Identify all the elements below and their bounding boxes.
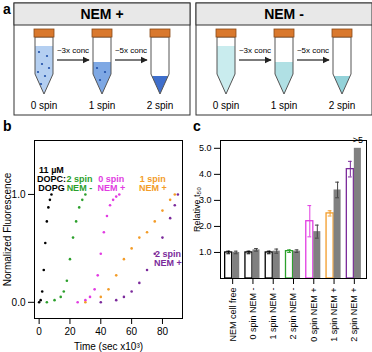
svg-text:60: 60 bbox=[126, 326, 138, 337]
svg-text:2.0: 2.0 bbox=[199, 221, 212, 232]
svg-text:0 spinNEM +: 0 spinNEM + bbox=[97, 174, 125, 193]
svg-text:1 spin NEM -: 1 spin NEM - bbox=[268, 287, 278, 339]
svg-text:~3x conc: ~3x conc bbox=[57, 46, 89, 55]
html-text:c: c bbox=[193, 118, 201, 134]
svg-text:Relative t₅₀: Relative t₅₀ bbox=[192, 187, 202, 232]
svg-text:0: 0 bbox=[36, 326, 42, 337]
svg-text:NEM -: NEM - bbox=[264, 6, 304, 22]
svg-text:0 spin NEM -: 0 spin NEM - bbox=[248, 287, 258, 339]
svg-text:a: a bbox=[3, 1, 11, 17]
svg-text:0 spin: 0 spin bbox=[213, 100, 240, 111]
svg-text:2 spin: 2 spin bbox=[147, 100, 174, 111]
svg-text:40: 40 bbox=[95, 326, 107, 337]
svg-text:1 spin: 1 spin bbox=[271, 100, 298, 111]
html-text:b: b bbox=[3, 118, 12, 134]
svg-text:1.0: 1.0 bbox=[199, 247, 212, 257]
svg-text:Time (sec x10³): Time (sec x10³) bbox=[74, 341, 143, 352]
svg-text:20: 20 bbox=[64, 326, 76, 337]
svg-text:80: 80 bbox=[157, 326, 169, 337]
svg-text:NEM +: NEM + bbox=[80, 6, 123, 22]
svg-text:1 spin NEM +: 1 spin NEM + bbox=[329, 288, 339, 342]
svg-text:3.0: 3.0 bbox=[199, 195, 212, 206]
svg-text:2 spinNEM +: 2 spinNEM + bbox=[154, 249, 182, 268]
svg-text:~5x conc: ~5x conc bbox=[297, 46, 329, 55]
svg-text:~3x conc: ~3x conc bbox=[239, 46, 271, 55]
svg-text:1 spin: 1 spin bbox=[89, 100, 116, 111]
svg-text:~5x conc: ~5x conc bbox=[115, 46, 147, 55]
svg-text:1 spinNEM +: 1 spinNEM + bbox=[139, 174, 167, 193]
svg-text:11 µMDOPC:DOPG: 11 µMDOPC:DOPG bbox=[37, 165, 66, 193]
svg-text:2 spinNEM -: 2 spinNEM - bbox=[66, 174, 92, 193]
svg-text:4.0: 4.0 bbox=[199, 169, 212, 179]
svg-text:2 spin NEM +: 2 spin NEM + bbox=[349, 288, 359, 342]
svg-text:2 spin: 2 spin bbox=[329, 100, 356, 111]
svg-text:0 spin NEM +: 0 spin NEM + bbox=[309, 288, 319, 342]
svg-text:NEM cell free: NEM cell free bbox=[228, 288, 238, 342]
svg-text:5.0: 5.0 bbox=[199, 143, 212, 153]
svg-text:0.0: 0.0 bbox=[12, 297, 26, 308]
svg-text:Normalized Fluorescence: Normalized Fluorescence bbox=[2, 172, 13, 286]
svg-text:>5: >5 bbox=[352, 135, 363, 146]
svg-text:1.0: 1.0 bbox=[12, 189, 26, 200]
svg-text:2 spin NEM -: 2 spin NEM - bbox=[288, 287, 298, 339]
svg-text:0 spin: 0 spin bbox=[31, 100, 58, 111]
